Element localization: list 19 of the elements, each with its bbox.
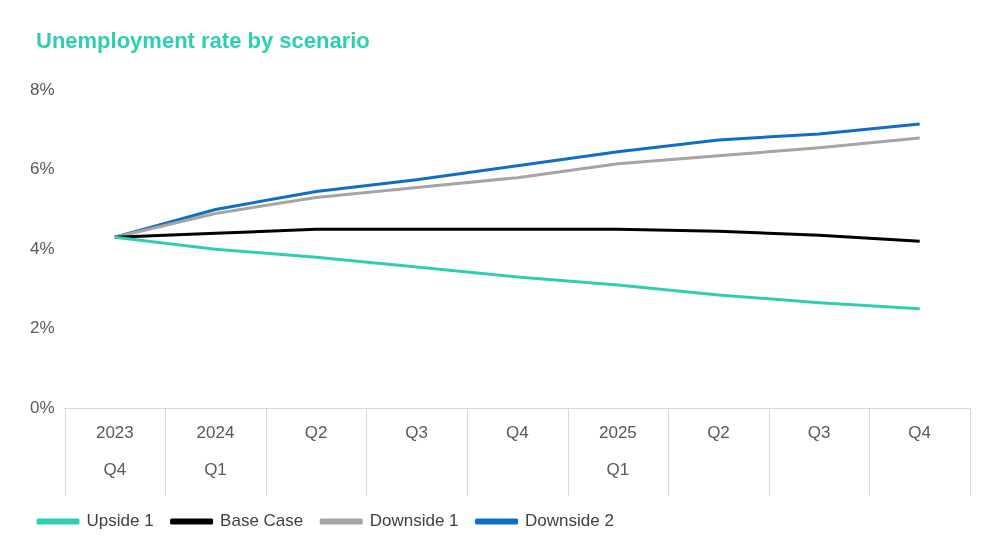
chart-title: Unemployment rate by scenario: [36, 28, 370, 54]
x-tick-label: Q2: [707, 422, 730, 442]
y-tick-label: 4%: [29, 238, 55, 258]
y-tick-label: 0%: [29, 397, 55, 417]
legend-label: Base Case: [220, 511, 304, 531]
y-tick-label: 8%: [29, 79, 55, 99]
x-tick-label: Q4: [908, 422, 932, 442]
y-tick-label: 6%: [29, 159, 55, 179]
x-tick-label: Q2: [304, 422, 328, 442]
x-tick-label: Q4: [505, 422, 529, 442]
x-tick-label: Q3: [405, 422, 429, 442]
y-tick-label: 2%: [29, 318, 55, 338]
x-tick-label: 2024 Q1: [196, 422, 235, 479]
x-tick-label: 2023 Q4: [95, 422, 134, 479]
legend-label: Downside 1: [369, 511, 459, 531]
legend-label: Upside 1: [86, 511, 154, 531]
x-tick-label: Q3: [807, 422, 831, 442]
x-tick-label: 2025 Q1: [598, 422, 637, 479]
legend-label: Downside 2: [525, 511, 614, 531]
